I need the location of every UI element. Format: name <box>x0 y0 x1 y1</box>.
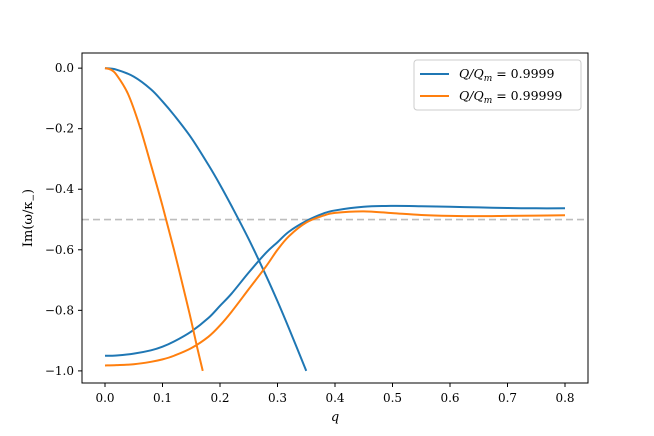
x-tick-label: 0.6 <box>440 391 459 405</box>
x-tick-label: 0.0 <box>95 391 114 405</box>
y-tick-label: −0.8 <box>45 303 74 317</box>
legend-label-series-1: Q/Qm = 0.9999 <box>459 66 554 84</box>
series-2-curve-2 <box>104 210 566 367</box>
x-tick-label: 0.4 <box>325 391 344 405</box>
x-axis-ticks: 0.0 0.1 0.2 0.3 0.4 0.5 0.6 0.7 0.8 <box>95 383 575 405</box>
y-tick-label: −0.6 <box>45 243 74 257</box>
y-axis-ticks: 0.0 −0.2 −0.4 −0.6 −0.8 −1.0 <box>45 61 82 378</box>
x-tick-label: 0.3 <box>268 391 287 405</box>
x-tick-label: 0.7 <box>498 391 517 405</box>
y-tick-label: 0.0 <box>55 61 74 75</box>
series-2-curve-1 <box>104 67 204 372</box>
y-axis-label: Im(ω/κ−) <box>21 189 39 247</box>
y-tick-label: −0.4 <box>45 182 75 196</box>
series-1-curve-2 <box>104 204 566 357</box>
legend-box <box>413 59 582 111</box>
y-tick-label: −0.2 <box>45 122 74 136</box>
y-tick-label: −1.0 <box>45 364 74 378</box>
legend: Q/Qm = 0.9999 Q/Qm = 0.99999 <box>413 59 582 111</box>
x-axis-label: q <box>331 410 339 425</box>
legend-label-series-2: Q/Qm = 0.99999 <box>459 88 562 106</box>
x-tick-label: 0.5 <box>383 391 402 405</box>
x-tick-label: 0.1 <box>153 391 172 405</box>
series-1-curve-1 <box>104 67 308 372</box>
x-tick-label: 0.8 <box>555 391 574 405</box>
series-layer <box>104 67 566 372</box>
x-tick-label: 0.2 <box>210 391 229 405</box>
